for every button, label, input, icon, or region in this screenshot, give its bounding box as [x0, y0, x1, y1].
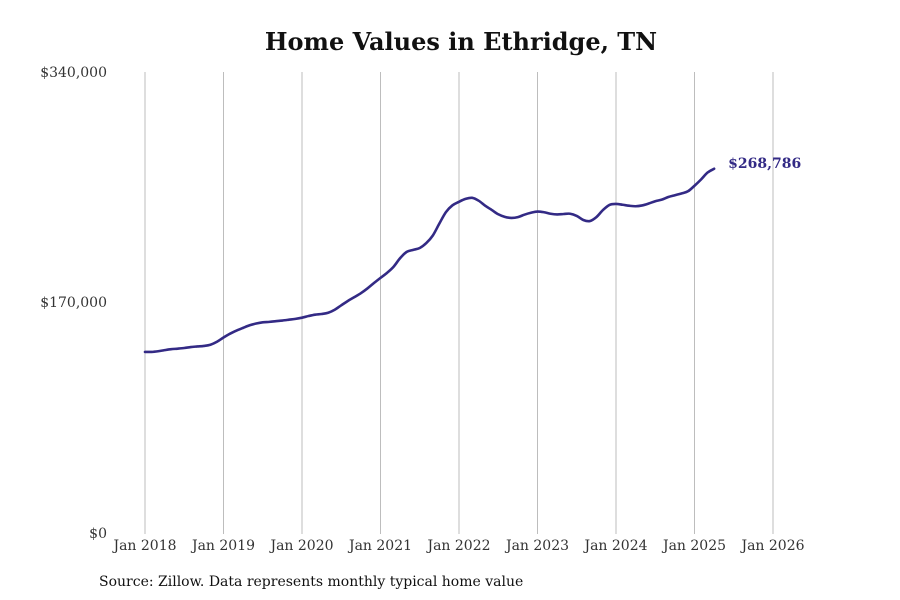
- x-tick-label-jan-2025: Jan 2025: [661, 538, 726, 554]
- x-tick-label-jan-2023: Jan 2023: [504, 538, 569, 554]
- y-tick-label-340000: $340,000: [40, 65, 107, 81]
- series-line-home-value: [143, 167, 716, 354]
- y-tick-label-170000: $170,000: [40, 295, 107, 311]
- x-tick-label-jan-2021: Jan 2021: [347, 538, 412, 554]
- x-tick-label-jan-2024: Jan 2024: [582, 538, 647, 554]
- x-tick-label-jan-2022: Jan 2022: [425, 538, 490, 554]
- x-tick-label-jan-2020: Jan 2020: [268, 538, 333, 554]
- x-tick-label-jan-2019: Jan 2019: [190, 538, 255, 554]
- source-note: Source: Zillow. Data represents monthly …: [99, 574, 524, 590]
- gridlines: [144, 72, 774, 534]
- x-tick-label-jan-2018: Jan 2018: [111, 538, 176, 554]
- chart-title: Home Values in Ethridge, TN: [264, 27, 658, 56]
- x-tick-label-jan-2026: Jan 2026: [739, 538, 804, 554]
- y-tick-label-0: $0: [89, 526, 107, 542]
- x-tick-labels: Jan 2018 Jan 2019 Jan 2020 Jan 2021 Jan 2022…: [111, 538, 804, 554]
- end-value-label: $268,786: [728, 156, 801, 172]
